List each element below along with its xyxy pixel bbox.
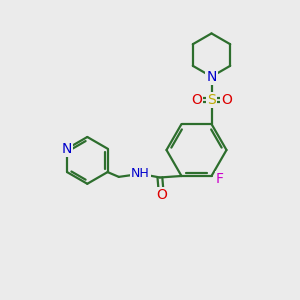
Text: N: N (62, 142, 72, 156)
Text: O: O (156, 188, 167, 203)
Text: O: O (221, 93, 232, 107)
Text: O: O (191, 93, 202, 107)
Text: N: N (206, 70, 217, 84)
Text: S: S (207, 93, 216, 107)
Text: NH: NH (131, 167, 150, 180)
Text: F: F (216, 172, 224, 186)
